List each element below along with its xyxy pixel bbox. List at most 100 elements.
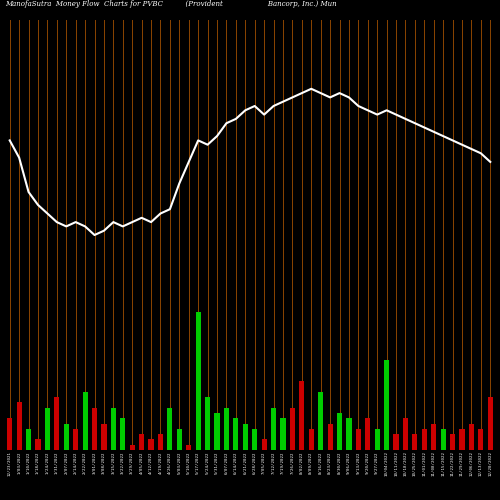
Bar [186,444,192,450]
Text: 4/12/2022: 4/12/2022 [149,451,153,473]
Bar [412,434,418,450]
Bar [488,397,493,450]
Bar [214,413,220,450]
Text: 9/06/2022: 9/06/2022 [347,451,351,473]
Bar [102,424,106,450]
Text: 3/22/2022: 3/22/2022 [121,451,125,473]
Bar [148,440,154,450]
Text: 7/05/2022: 7/05/2022 [262,451,266,473]
Bar [26,429,31,450]
Text: 12/20/2022: 12/20/2022 [488,451,492,476]
Text: 6/14/2022: 6/14/2022 [234,451,238,473]
Bar [271,408,276,450]
Bar [356,429,361,450]
Bar [168,408,172,450]
Bar [139,434,144,450]
Text: 7/26/2022: 7/26/2022 [290,451,294,473]
Bar [176,429,182,450]
Text: 9/13/2022: 9/13/2022 [356,451,360,473]
Bar [403,418,408,450]
Bar [262,440,266,450]
Text: 11/22/2022: 11/22/2022 [450,451,454,476]
Text: 8/09/2022: 8/09/2022 [309,451,313,473]
Bar [7,418,12,450]
Bar [36,440,41,450]
Bar [431,424,436,450]
Bar [365,418,370,450]
Text: 7/12/2022: 7/12/2022 [272,451,276,473]
Bar [16,402,21,450]
Text: 8/23/2022: 8/23/2022 [328,451,332,473]
Text: 4/05/2022: 4/05/2022 [140,451,143,473]
Text: 3/29/2022: 3/29/2022 [130,451,134,473]
Bar [158,434,163,450]
Text: 10/25/2022: 10/25/2022 [413,451,417,476]
Text: 4/26/2022: 4/26/2022 [168,451,172,473]
Text: 10/18/2022: 10/18/2022 [404,451,407,476]
Bar [224,408,229,450]
Bar [130,444,135,450]
Bar [280,418,285,450]
Text: 9/27/2022: 9/27/2022 [375,451,379,473]
Text: 1/24/2022: 1/24/2022 [46,451,50,473]
Text: 5/10/2022: 5/10/2022 [187,451,191,473]
Bar [64,424,69,450]
Bar [252,429,258,450]
Text: 6/07/2022: 6/07/2022 [224,451,228,473]
Bar [299,381,304,450]
Text: 10/04/2022: 10/04/2022 [384,451,388,476]
Bar [384,360,389,450]
Bar [469,424,474,450]
Bar [234,418,238,450]
Text: 4/19/2022: 4/19/2022 [158,451,162,473]
Text: 2/07/2022: 2/07/2022 [64,451,68,473]
Bar [422,429,427,450]
Bar [196,312,201,450]
Bar [374,429,380,450]
Bar [450,434,455,450]
Text: 9/20/2022: 9/20/2022 [366,451,370,473]
Bar [460,429,464,450]
Text: 1/18/2022: 1/18/2022 [36,451,40,473]
Text: 2/14/2022: 2/14/2022 [74,451,78,473]
Bar [92,408,97,450]
Bar [318,392,324,450]
Text: 12/06/2022: 12/06/2022 [470,451,474,476]
Bar [120,418,126,450]
Text: 5/31/2022: 5/31/2022 [215,451,219,473]
Text: 12/23/2021: 12/23/2021 [8,451,12,476]
Bar [82,392,87,450]
Text: 8/16/2022: 8/16/2022 [318,451,322,473]
Bar [290,408,295,450]
Bar [308,429,314,450]
Text: 10/11/2022: 10/11/2022 [394,451,398,476]
Text: 11/01/2022: 11/01/2022 [422,451,426,476]
Bar [111,408,116,450]
Text: 3/15/2022: 3/15/2022 [112,451,116,473]
Bar [440,429,446,450]
Bar [45,408,50,450]
Bar [478,429,484,450]
Text: 2/22/2022: 2/22/2022 [83,451,87,473]
Text: 1/10/2022: 1/10/2022 [26,451,30,473]
Text: 1/31/2022: 1/31/2022 [55,451,59,473]
Text: 8/02/2022: 8/02/2022 [300,451,304,473]
Text: 3/01/2022: 3/01/2022 [92,451,96,473]
Text: ManofaSutra  Money Flow  Charts for PVBC          (Provident                    : ManofaSutra Money Flow Charts for PVBC (… [5,0,336,8]
Bar [54,397,60,450]
Text: 5/24/2022: 5/24/2022 [206,451,210,473]
Text: 7/19/2022: 7/19/2022 [281,451,285,473]
Text: 6/21/2022: 6/21/2022 [244,451,248,473]
Bar [242,424,248,450]
Bar [73,429,78,450]
Text: 3/08/2022: 3/08/2022 [102,451,106,473]
Text: 5/03/2022: 5/03/2022 [178,451,182,473]
Bar [337,413,342,450]
Bar [346,418,352,450]
Text: 5/17/2022: 5/17/2022 [196,451,200,473]
Text: 11/15/2022: 11/15/2022 [441,451,445,476]
Text: 12/13/2022: 12/13/2022 [479,451,483,476]
Text: 11/29/2022: 11/29/2022 [460,451,464,476]
Text: 11/08/2022: 11/08/2022 [432,451,436,476]
Bar [328,424,332,450]
